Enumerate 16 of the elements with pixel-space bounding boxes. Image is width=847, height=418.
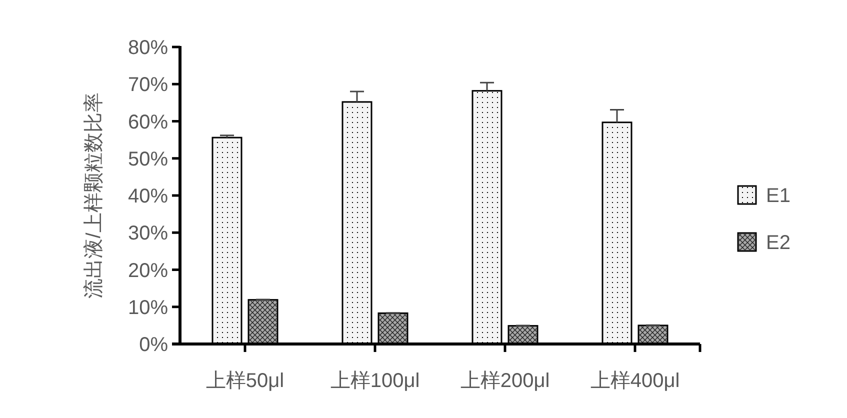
y-tick-label: 30%	[128, 222, 168, 245]
y-axis-title: 流出液/上样颗粒数比率	[83, 92, 105, 298]
y-tick-label: 80%	[128, 37, 168, 59]
y-tick-label: 10%	[128, 296, 168, 319]
x-tick-label: 上样50μl	[206, 370, 284, 392]
legend-label: E1	[766, 185, 790, 207]
x-tick-label: 上样200μl	[460, 370, 550, 392]
y-tick-label: 0%	[139, 334, 168, 356]
legend-label: E2	[766, 232, 790, 254]
x-tick-label: 上样100μl	[330, 370, 420, 392]
y-tick-label: 20%	[128, 260, 168, 282]
y-tick-label: 50%	[128, 148, 168, 170]
y-tick-label: 40%	[128, 186, 168, 208]
x-tick-label: 上样400μl	[590, 370, 680, 392]
y-tick-label: 70%	[128, 74, 168, 96]
y-tick-label: 60%	[128, 111, 168, 134]
